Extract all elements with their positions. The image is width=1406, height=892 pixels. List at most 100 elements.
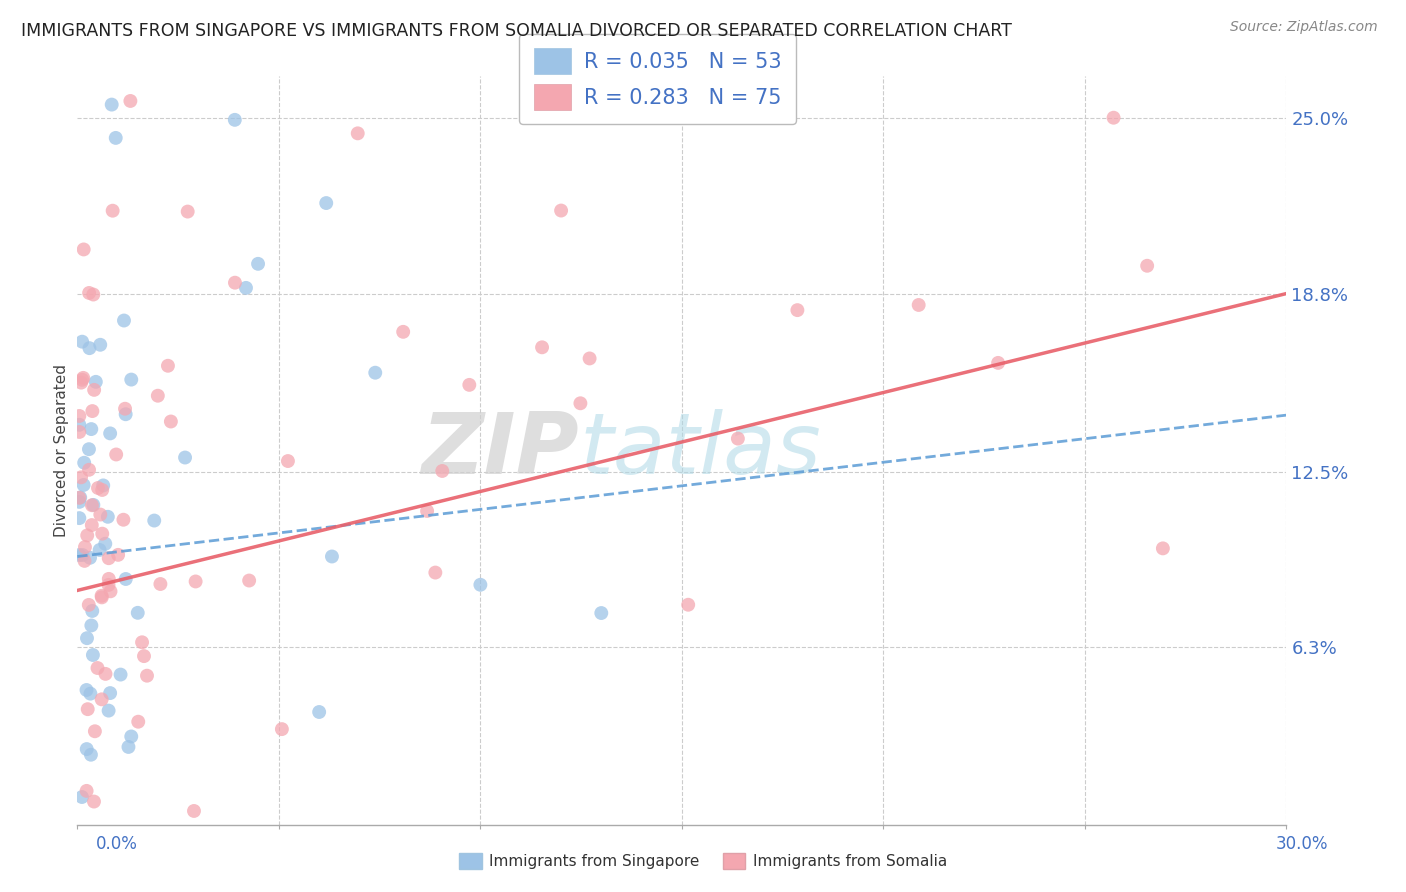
Point	[107, 548, 129, 562]
Point	[67, 409, 90, 423]
Point	[72, 373, 94, 387]
Point	[89, 338, 111, 352]
Point	[70, 376, 93, 390]
Point	[67, 495, 90, 509]
Point	[97, 509, 120, 524]
Point	[67, 417, 90, 432]
Point	[105, 448, 128, 462]
Point	[89, 508, 111, 522]
Point	[308, 705, 330, 719]
Point	[132, 649, 155, 664]
Point	[83, 724, 105, 739]
Point	[458, 377, 481, 392]
Text: Source: ZipAtlas.com: Source: ZipAtlas.com	[1230, 20, 1378, 34]
Point	[346, 126, 368, 140]
Point	[72, 371, 94, 385]
Point	[94, 537, 117, 551]
Point	[97, 704, 120, 718]
Point	[94, 666, 117, 681]
Point	[80, 422, 103, 436]
Point	[73, 554, 96, 568]
Point	[238, 574, 260, 588]
Point	[727, 432, 749, 446]
Point	[112, 513, 135, 527]
Legend: R = 0.035   N = 53, R = 0.283   N = 75: R = 0.035 N = 53, R = 0.283 N = 75	[519, 34, 796, 124]
Point	[89, 543, 111, 558]
Point	[67, 548, 90, 562]
Point	[67, 491, 90, 505]
Point	[416, 504, 439, 518]
Point	[91, 483, 114, 497]
Point	[79, 341, 101, 355]
Point	[550, 203, 572, 218]
Point	[591, 606, 613, 620]
Point	[127, 606, 149, 620]
Point	[277, 454, 299, 468]
Point	[73, 456, 96, 470]
Point	[676, 598, 699, 612]
Point	[112, 313, 135, 327]
Point	[176, 204, 198, 219]
Point	[1136, 259, 1159, 273]
Point	[90, 692, 112, 706]
Point	[425, 566, 447, 580]
Point	[87, 481, 110, 495]
Point	[270, 722, 292, 736]
Point	[72, 548, 94, 562]
Point	[79, 550, 101, 565]
Point	[98, 426, 121, 441]
Point	[578, 351, 600, 366]
Point	[987, 356, 1010, 370]
Point	[77, 442, 100, 457]
Point	[90, 591, 112, 605]
Point	[531, 340, 554, 354]
Point	[224, 112, 246, 127]
Point	[91, 478, 114, 492]
Point	[70, 790, 93, 805]
Point	[907, 298, 929, 312]
Point	[73, 243, 96, 257]
Text: 0.0%: 0.0%	[96, 835, 138, 853]
Point	[90, 589, 112, 603]
Point	[72, 478, 94, 492]
Point	[84, 375, 107, 389]
Point	[82, 287, 104, 301]
Text: tatlas: tatlas	[579, 409, 821, 492]
Point	[67, 425, 90, 439]
Point	[100, 584, 122, 599]
Point	[76, 702, 98, 716]
Point	[70, 470, 93, 484]
Point	[80, 747, 103, 762]
Point	[76, 528, 98, 542]
Point	[100, 97, 122, 112]
Point	[97, 572, 120, 586]
Point	[117, 739, 139, 754]
Text: 30.0%: 30.0%	[1277, 835, 1329, 853]
Point	[321, 549, 343, 564]
Point	[104, 131, 127, 145]
Point	[80, 518, 103, 533]
Point	[224, 276, 246, 290]
Point	[80, 498, 103, 512]
Point	[1102, 111, 1125, 125]
Point	[364, 366, 387, 380]
Point	[77, 285, 100, 300]
Point	[160, 415, 183, 429]
Point	[77, 463, 100, 477]
Point	[86, 661, 108, 675]
Point	[127, 714, 149, 729]
Point	[146, 389, 169, 403]
Point	[235, 281, 257, 295]
Point	[786, 303, 808, 318]
Point	[67, 511, 90, 525]
Text: ZIP: ZIP	[422, 409, 579, 492]
Point	[174, 450, 197, 465]
Point	[77, 598, 100, 612]
Point	[83, 383, 105, 397]
Point	[76, 631, 98, 645]
Point	[392, 325, 415, 339]
Point	[97, 551, 120, 566]
Point	[143, 514, 166, 528]
Point	[1152, 541, 1174, 556]
Point	[76, 742, 98, 756]
